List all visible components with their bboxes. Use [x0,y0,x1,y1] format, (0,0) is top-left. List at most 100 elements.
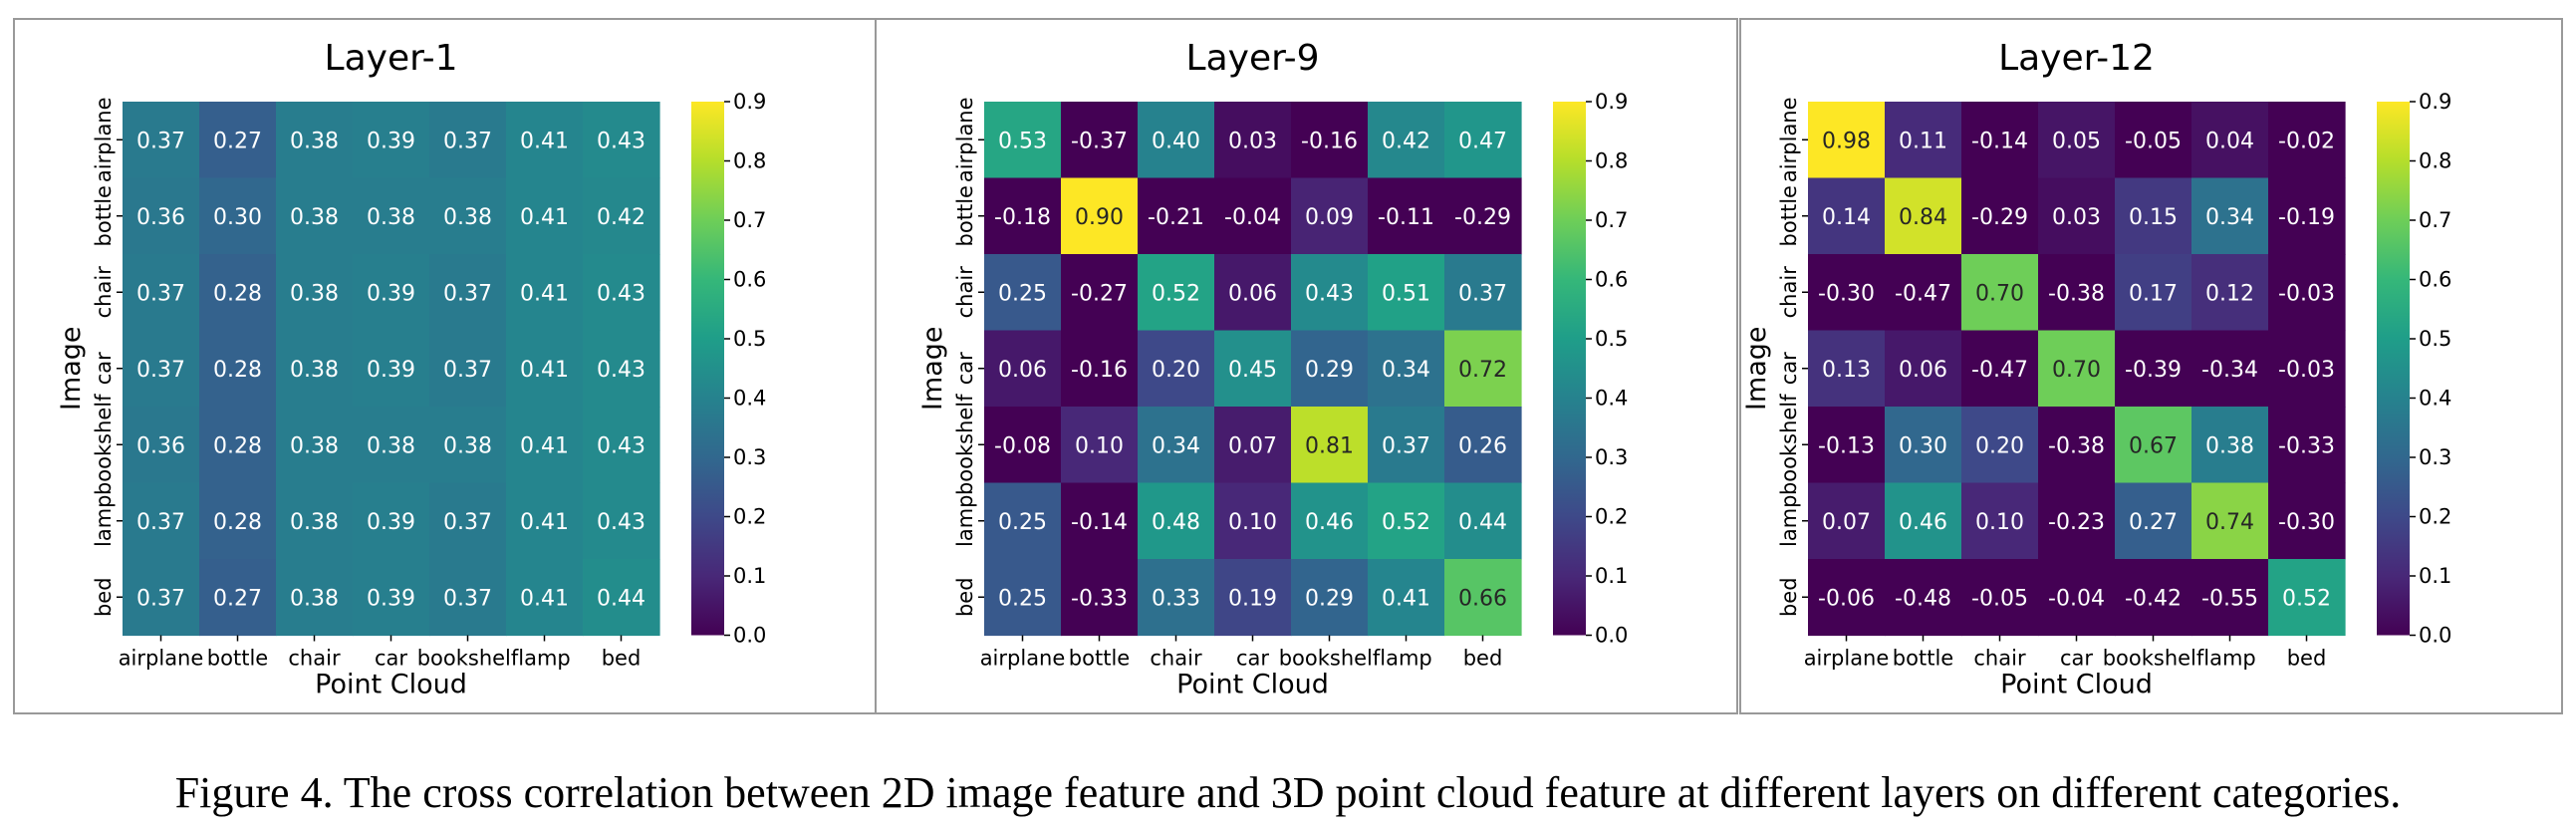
cell-value-label: 0.39 [367,281,415,306]
heatmap-cell [1368,559,1445,637]
heatmap-cell [123,254,200,332]
cell-value-label: 0.43 [597,358,645,383]
y-tick-label: bed [92,577,116,617]
cell-value-label: 0.38 [290,510,339,535]
cell-value-label: 0.43 [597,433,645,458]
cell-value-label: -0.30 [2278,510,2335,535]
heatmap-cell [1444,482,1522,560]
cell-value-label: 0.25 [998,510,1047,535]
cell-value-label: 0.47 [1458,129,1507,153]
heatmap-cell [1061,407,1139,484]
heatmap-cell [583,559,660,637]
heatmap-cell [1885,177,1962,255]
cell-value-label: -0.04 [2048,586,2105,611]
x-tick-label: lamp [1380,647,1432,671]
cell-value-label: 0.38 [367,205,415,230]
cell-value-label: 0.39 [367,586,415,611]
colorbar-tick-label: 0.8 [2419,149,2451,173]
y-tick-label: bed [953,577,977,617]
heatmap-cell [2038,330,2116,408]
colorbar-tick-label: 0.7 [2419,208,2451,232]
cell-value-label: -0.21 [1148,205,1204,230]
heatmap-cell [2038,177,2116,255]
cell-value-label: -0.19 [2278,205,2335,230]
colorbar-tick-label: 0.6 [2419,268,2451,292]
cell-value-label: 0.06 [998,358,1047,383]
heatmap-cell [1291,559,1369,637]
cell-value-label: 0.38 [290,281,339,306]
heatmap-cell [2038,102,2116,179]
cell-value-label: 0.41 [520,205,569,230]
colorbar [2377,102,2410,636]
colorbar-tick-label: 0.8 [1595,149,1628,173]
x-tick-label: bookshelf [1279,647,1381,671]
cell-value-label: -0.38 [2048,281,2105,306]
cell-value-label: 0.43 [597,510,645,535]
cell-value-label: 0.38 [367,433,415,458]
cell-value-label: 0.28 [213,433,262,458]
heatmap-cell [1808,254,1886,332]
cell-value-label: 0.72 [1458,358,1507,383]
cell-value-label: 0.52 [1152,281,1200,306]
cell-value-label: 0.37 [443,129,492,153]
heatmap-cell [1808,559,1886,637]
colorbar-tick-label: 0.3 [2419,445,2451,469]
heatmap-cell [2191,330,2269,408]
heatmap-cell [276,330,354,408]
heatmap-cell [353,559,430,637]
heatmap-cell [506,559,584,637]
cell-value-label: 0.07 [1822,510,1871,535]
cell-value-label: 0.38 [290,358,339,383]
y-tick-label: bookshelf [92,394,116,495]
cell-value-label: 0.38 [290,205,339,230]
cell-value-label: -0.04 [1224,205,1281,230]
heatmap-cell [1291,330,1369,408]
heatmap-panel-3: Layer-12 0.98 0.11 -0.14 0.05 -0.05 0.04 -0.02 0… [1739,18,2563,714]
cell-value-label: 0.34 [2205,205,2254,230]
heatmap-cell [353,102,430,179]
heatmap-cell [276,177,354,255]
x-tick-label: bed [602,647,642,671]
colorbar-tick-label: 0.7 [1595,208,1628,232]
cell-value-label: 0.33 [1152,586,1200,611]
cell-value-label: 0.48 [1152,510,1200,535]
cell-value-label: 0.37 [136,129,185,153]
cell-value-label: 0.27 [213,586,262,611]
cell-value-label: 0.10 [1075,433,1124,458]
cell-value-label: 0.44 [1458,510,1507,535]
heatmap-cell [1368,407,1445,484]
heatmap-cell [1961,407,2039,484]
heatmap-cell [1444,177,1522,255]
heatmap-cell [1444,102,1522,179]
heatmap-cell [1138,330,1215,408]
cell-value-label: 0.41 [520,510,569,535]
heatmap-cell [2038,482,2116,560]
cell-value-label: -0.37 [1071,129,1128,153]
heatmap-cell [1961,254,2039,332]
colorbar-tick-label: 0.9 [1595,90,1628,114]
x-tick-label: bottle [1069,647,1130,671]
heatmap-cell [583,482,660,560]
cell-value-label: 0.90 [1075,205,1124,230]
cell-value-label: 0.25 [998,281,1047,306]
heatmap-cell [1138,559,1215,637]
cell-value-label: -0.33 [1071,586,1128,611]
heatmap-cell [984,102,1062,179]
cell-value-label: 0.70 [2052,358,2101,383]
heatmap-cell [583,102,660,179]
heatmap-cell [1885,102,1962,179]
cell-value-label: -0.29 [1971,205,2028,230]
colorbar-tick-label: 0.0 [2419,624,2451,648]
cell-value-label: 0.38 [290,129,339,153]
colorbar-tick-label: 0.0 [733,624,766,648]
heatmap-cell [1885,482,1962,560]
cell-value-label: 0.27 [213,129,262,153]
heatmap-cell [199,407,277,484]
x-tick-label: lamp [518,647,571,671]
x-tick-label: airplane [119,647,204,671]
y-axis-label: Image [56,326,87,411]
y-tick-label: car [953,352,977,385]
heatmap-cell [2115,482,2192,560]
cell-value-label: -0.16 [1071,358,1128,383]
chart-title: Layer-12 [1998,38,2155,79]
